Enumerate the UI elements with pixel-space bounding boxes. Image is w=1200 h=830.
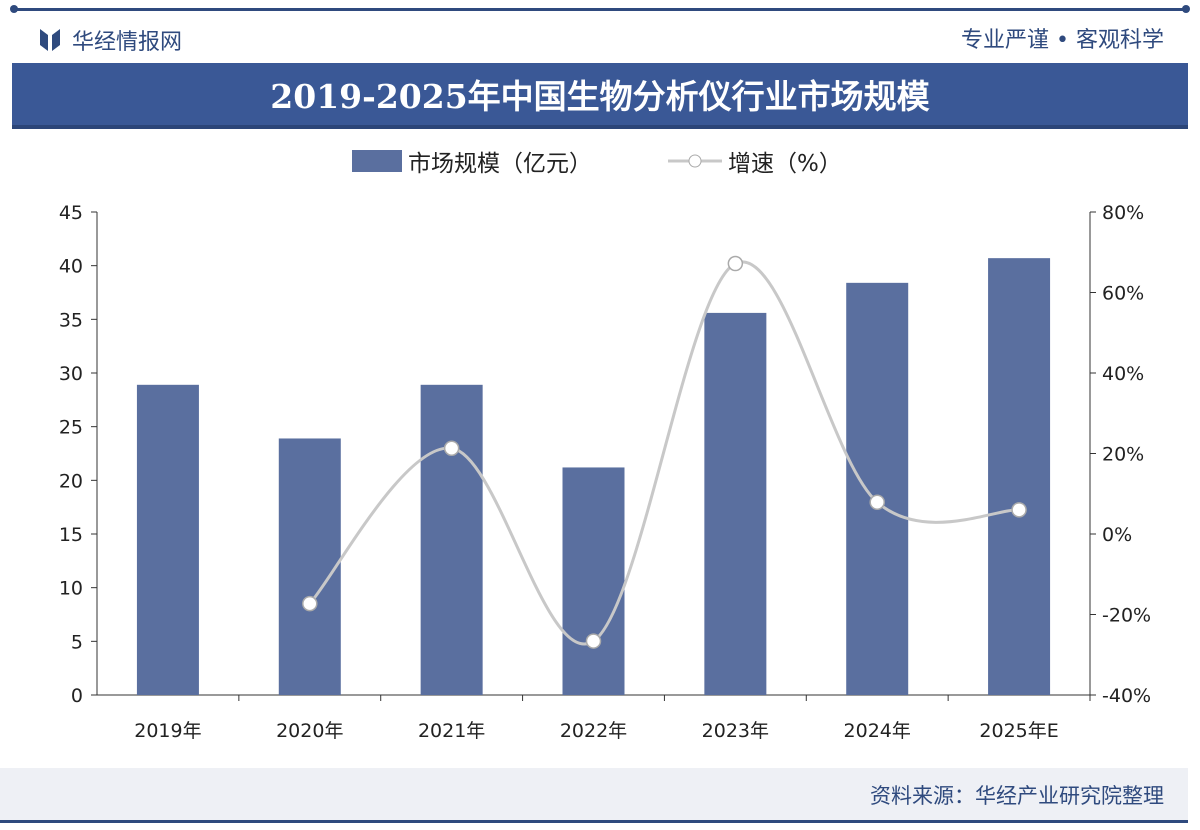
growth-line [308, 260, 1020, 646]
growth-point-4 [869, 494, 885, 510]
growth-point-5 [1011, 502, 1027, 518]
growth-point-2 [585, 633, 602, 649]
left-tick-label: 25 [59, 417, 83, 439]
top-rule [10, 5, 1190, 13]
brand-logo-icon [40, 29, 60, 51]
right-tick-label: 60% [1102, 283, 1144, 305]
bar-4 [704, 312, 767, 695]
x-tick-label: 2019年 [134, 720, 201, 742]
left-tick-label: 40 [59, 256, 83, 278]
left-tick-label: 45 [59, 202, 83, 224]
growth-point-0 [302, 595, 318, 612]
legend-bar-label: 市场规模（亿元） [408, 151, 592, 177]
slogan: 专业严谨 • 客观科学 [961, 28, 1164, 53]
growth-point-1 [443, 440, 460, 457]
growth-point-3 [727, 255, 744, 272]
bar-3 [562, 467, 625, 695]
brand-name: 华经情报网 [72, 30, 183, 55]
left-tick-label: 35 [59, 309, 83, 331]
right-tick-label: 80% [1102, 202, 1144, 224]
bar-0 [136, 384, 199, 695]
right-tick-label: 40% [1102, 363, 1144, 385]
left-tick-label: 15 [59, 524, 83, 546]
right-tick-label: -20% [1102, 605, 1151, 627]
right-tick-label: 20% [1102, 444, 1144, 466]
left-tick-label: 0 [71, 685, 83, 707]
x-tick-label: 2021年 [418, 720, 485, 742]
bar-2 [420, 384, 483, 695]
legend-bar-swatch [352, 150, 402, 172]
x-tick-label: 2024年 [844, 720, 911, 742]
brand: 华经情报网 [38, 24, 182, 56]
title-bar: 2019-2025年中国生物分析仪行业市场规模 [12, 63, 1188, 129]
left-tick-label: 10 [59, 578, 83, 600]
x-tick-label: 2025年E [979, 720, 1058, 742]
x-tick-label: 2020年 [276, 720, 343, 742]
left-tick-label: 5 [71, 631, 83, 653]
chart-title: 2019-2025年中国生物分析仪行业市场规模 [270, 77, 930, 116]
left-tick-label: 20 [59, 470, 83, 492]
right-tick-label: 0% [1102, 524, 1132, 546]
left-tick-label: 30 [59, 363, 83, 385]
source-bar: 资料来源：华经产业研究院整理 [0, 768, 1188, 823]
x-tick-label: 2023年 [702, 720, 769, 742]
bar-5 [846, 282, 909, 695]
legend-line-marker [688, 154, 702, 168]
source-text: 资料来源：华经产业研究院整理 [870, 784, 1164, 808]
legend-line-label: 增速（%） [728, 151, 842, 177]
bar-1 [278, 438, 341, 695]
bar-6 [988, 258, 1051, 695]
right-tick-label: -40% [1102, 685, 1151, 707]
x-tick-label: 2022年 [560, 720, 627, 742]
